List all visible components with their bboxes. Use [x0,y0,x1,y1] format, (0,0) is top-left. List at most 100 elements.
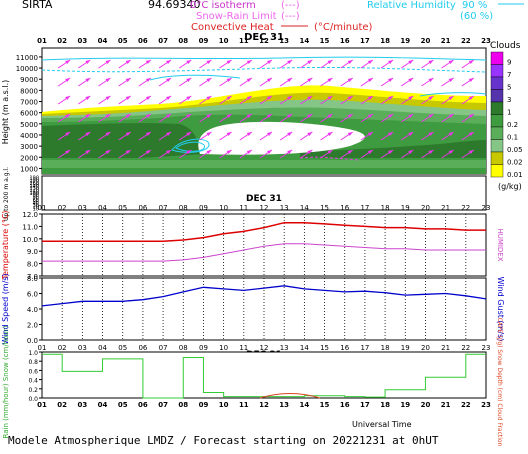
y-tick-label: 190 [29,176,39,182]
hour-tick-label: 19 [401,344,410,352]
wind-arrow-head [367,60,373,64]
wind-arrow-head [388,96,394,100]
hour-tick-label: 09 [199,401,209,409]
y-tick-label: 7000 [20,99,38,107]
hour-tick-label: 08 [178,401,188,409]
hour-tick-label: 05 [118,344,127,352]
y-tick-label: 12.0 [22,211,38,219]
hour-tick-label: 11 [239,204,248,212]
wind-arrow-head [347,132,353,136]
y-tick-label: 11000 [16,54,38,62]
wind-arrow-head [408,132,414,136]
y-tick-label: 10.0 [22,236,38,244]
hour-tick-label: 01 [37,401,47,409]
wind-arrow-head [388,78,394,82]
wind-arrow-head [125,114,131,118]
rain-y-axis: 0.0 0.2 0.4 0.6 0.8 1.0 [28,350,42,403]
wind-arrow-head [85,60,91,64]
hour-tick-label: 10 [219,204,228,212]
wind-arrow-head [448,60,454,64]
hour-tick-label: 12 [259,401,269,409]
y-tick-label: 160 [29,181,39,187]
wind-arrow-head [287,96,293,100]
cloud-legend-level: 9 [507,58,511,66]
wind-arrow-head [65,132,71,136]
y-tick-label: 6.0 [27,291,38,299]
cloud-legend-swatch [490,51,504,65]
wind-arrow-head [246,96,252,100]
hour-tick-label: 18 [381,204,390,212]
wind-arrow-head [145,114,151,118]
wind-arrow-head [448,96,454,100]
hour-tick-label: 19 [400,401,410,409]
cloud-gap [198,121,365,155]
y-tick-label: 2000 [20,154,38,162]
y-tick-label: 120 [29,188,39,194]
temp-grid [61,214,467,276]
wind-arrow-head [388,150,394,154]
rain-ylabel: Rain (mm/hour) Snow (cm/hour) [2,325,10,438]
hour-tick-label: 18 [380,401,390,409]
wind-arrow-head [347,96,353,100]
wind-arrow-head [327,96,333,100]
y-tick-label: 8.0 [27,261,38,269]
hour-tick-label: 23 [482,204,491,212]
wind-arrow-head [428,114,434,118]
wind-arrow-head [166,78,172,82]
hour-tick-label: 20 [421,401,431,409]
hour-tick-label: 17 [360,37,370,45]
wind-arrow-head [267,114,272,118]
hour-tick-label: 15 [320,204,329,212]
y-tick-label: 9.0 [27,248,38,256]
legend-conv-unit: (°C/minute) [314,22,373,33]
cloud-ylabel: Height (m a.s.l.) [1,80,10,145]
wind-arrow-head [428,78,434,82]
wind-arrow-head [166,114,172,118]
cloud-band-bottom [42,168,486,174]
wind-arrow-head [327,132,333,136]
wind-arrow-head [105,114,111,118]
hour-tick-label: 06 [138,344,147,352]
hour-tick-label: 21 [441,401,451,409]
y-tick-label: 6000 [20,110,38,118]
wind-arrow-head [145,132,151,136]
cloud-legend-level: 5 [507,83,511,91]
y-tick-label: 50 [33,200,39,206]
bl-panel-frame [41,175,487,211]
legend-rh-90: 90 % [462,0,487,11]
rain-panel-frame [41,351,487,399]
wind-y-axis: 0.0 2.0 4.0 6.0 8.0 [27,275,42,345]
hour-tick-label: 01 [38,204,47,212]
hour-tick-label: 20 [421,37,431,45]
wind-arrow-head [206,150,212,154]
cloud-legend-level: 7 [507,71,511,79]
y-tick-label: 90 [33,193,39,199]
wind-arrow-head [307,150,313,154]
wind-arrow-head [428,132,434,136]
y-tick-label: 0.0 [27,337,38,345]
wind-arrow-head [246,150,252,154]
wind-arrow-head [186,60,192,64]
y-tick-label: 170 [29,179,39,185]
wind-arrow-head [85,96,91,100]
hour-tick-label: 04 [98,204,107,212]
hour-tick-label: 22 [461,204,470,212]
cloud-band-green-bottom [42,160,486,170]
wind-arrow-head [105,78,111,82]
hour-tick-label: 20 [421,204,430,212]
wind-arrow-head [226,78,232,82]
hour-tick-label: 14 [299,37,309,45]
hour-tick-label: 21 [441,37,451,45]
wind-arrow-head [428,150,434,154]
wind-arrow-head [226,132,232,136]
hour-tick-label: 20 [421,344,430,352]
bl-y-axis: 1020304050607080901001101201301401501601… [29,176,39,213]
hour-tick-label: 23 [482,344,491,352]
wind-arrow-head [206,78,212,82]
wind-arrow-head [327,60,333,64]
hour-tick-label: 05 [118,204,127,212]
cloud-legend-swatch [490,101,504,115]
wind-arrow-head [448,150,454,154]
wind-speed-line [41,285,487,307]
y-tick-label: 4000 [20,132,38,140]
